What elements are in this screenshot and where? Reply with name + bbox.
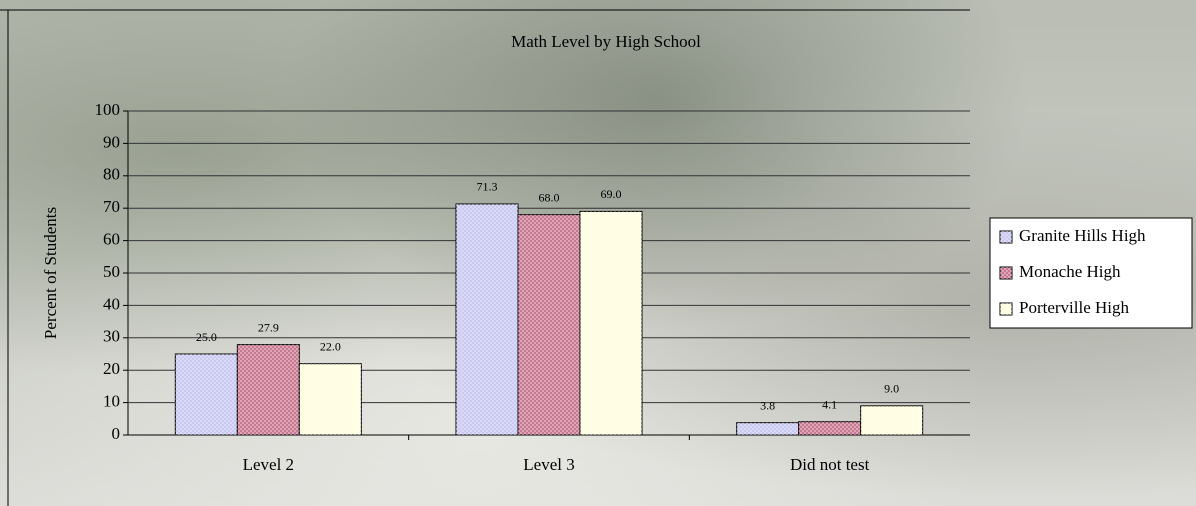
value-label: 9.0 <box>884 382 899 396</box>
y-tick-label: 30 <box>103 327 120 346</box>
page: Math Level by High School Percent of Stu… <box>0 0 1196 506</box>
legend-swatch-texture <box>1000 231 1012 243</box>
y-tick-label: 70 <box>103 197 120 216</box>
bar <box>237 345 299 435</box>
value-label: 71.3 <box>477 180 498 194</box>
bar <box>456 204 518 435</box>
bar <box>299 364 361 435</box>
value-label: 69.0 <box>601 187 622 201</box>
legend-label: Monache High <box>1019 262 1121 281</box>
legend-swatch-texture <box>1000 267 1012 279</box>
bar <box>580 211 642 435</box>
value-label: 25.0 <box>196 330 217 344</box>
y-axis-title: Percent of Students <box>41 207 60 339</box>
chart: Math Level by High School Percent of Stu… <box>0 0 1196 506</box>
legend-label: Porterville High <box>1019 298 1130 317</box>
bar <box>861 406 923 435</box>
y-tick-label: 0 <box>112 424 121 443</box>
y-tick-label: 90 <box>103 132 120 151</box>
y-tick-label: 50 <box>103 262 120 281</box>
bar <box>737 423 799 435</box>
legend-swatch-texture <box>1000 303 1012 315</box>
bar <box>799 422 861 435</box>
value-label: 27.9 <box>258 320 279 334</box>
chart-title: Math Level by High School <box>511 32 701 51</box>
x-tick-label: Level 3 <box>523 455 574 474</box>
value-label: 22.0 <box>320 339 341 353</box>
y-tick-label: 10 <box>103 392 120 411</box>
bar <box>518 215 580 435</box>
y-tick-label: 40 <box>103 294 120 313</box>
y-tick-label: 80 <box>103 165 120 184</box>
y-tick-label: 20 <box>103 359 120 378</box>
value-label: 3.8 <box>760 398 775 412</box>
y-tick-label: 60 <box>103 230 120 249</box>
value-label: 4.1 <box>822 397 837 411</box>
legend-label: Granite Hills High <box>1019 226 1146 245</box>
x-tick-label: Did not test <box>790 455 870 474</box>
bar <box>175 354 237 435</box>
y-tick-label: 100 <box>95 100 121 119</box>
value-label: 68.0 <box>539 190 560 204</box>
x-tick-label: Level 2 <box>243 455 294 474</box>
